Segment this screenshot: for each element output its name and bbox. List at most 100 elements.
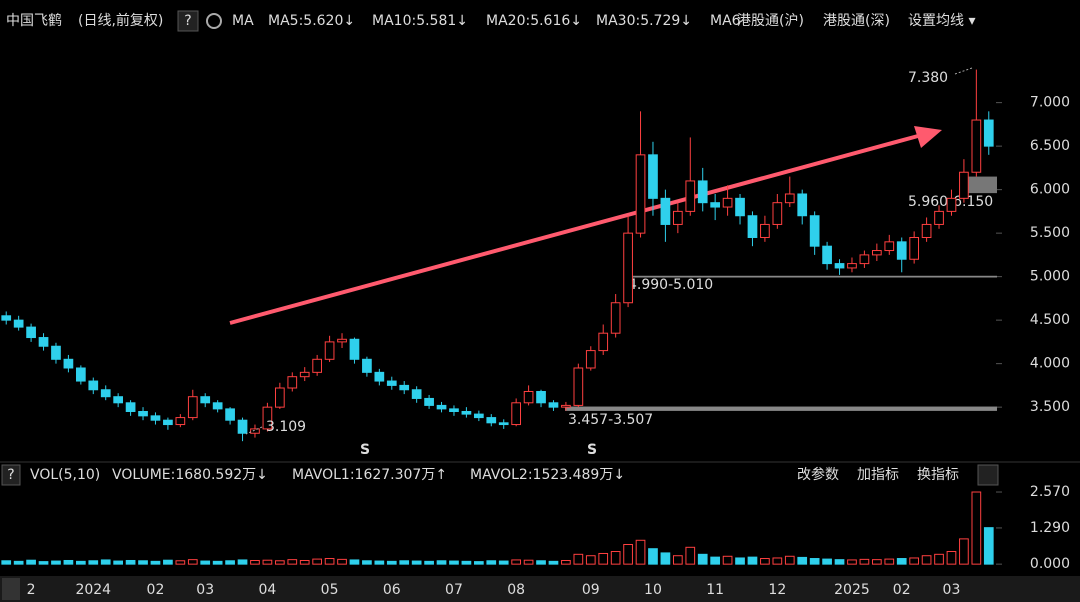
candle-body [896,241,907,260]
candle-body [212,402,223,410]
header-link[interactable]: 设置均线 ▾ [908,13,975,29]
volume-bar [548,560,559,565]
candle-body [971,119,982,173]
volume-bar [125,559,136,565]
candle-body [250,428,260,434]
volume-bar [760,558,770,565]
x-tick-label: 03 [943,582,961,598]
y-tick-label: 7.000 [1030,95,1070,111]
volume-bar [847,559,857,565]
volume-bar [498,560,509,565]
volume-bar [386,560,397,565]
vol-name: VOL(5,10) [30,467,100,483]
volume-bar [399,560,410,565]
candle-body [200,396,211,404]
candle-body [610,302,621,334]
volume-bar [511,559,522,565]
candle-body [847,263,857,269]
volume-bar [536,560,546,565]
volume-bar [523,559,534,565]
candle-body [287,376,298,389]
candle-body [959,171,969,199]
settings-icon[interactable] [206,13,222,29]
volume-bar [896,558,907,565]
y-tick-label: 4.000 [1030,356,1070,372]
volume-bar [486,560,497,565]
help: ? [184,13,191,29]
candle-body [150,415,161,421]
header-link[interactable]: 港股通(沪) [737,13,804,29]
volume-bar [26,559,36,565]
volume-bar [287,559,298,565]
candle-body [710,202,721,208]
volume-bar [809,558,820,565]
x-tick-label: 11 [706,582,724,598]
close-button[interactable] [977,464,999,486]
header-link[interactable]: 港股通(深) [823,13,890,29]
volume-bar [573,553,584,565]
volume-bar [63,559,74,565]
volume-bar [163,559,173,565]
candle-body [859,254,870,265]
volume-bar [934,553,944,565]
x-tick-label: 2025 [834,582,870,598]
volume-bar [735,557,745,565]
candle-body [113,396,124,404]
x-tick-label: 2 [27,582,36,598]
candle-body [585,350,596,369]
candle-body [561,404,571,408]
volume-bar [38,561,49,565]
candle-body [822,245,832,265]
mode: (日线,前复权) [78,12,163,29]
volume-bar [797,556,808,565]
volume-bar [436,560,447,565]
volume-bar [411,560,422,565]
candle-body [324,341,335,360]
ma-value: MA5:5.620↓ [268,13,355,29]
volume-bar [349,559,360,565]
price-band [565,406,997,411]
candle-body [125,402,136,412]
volume-bar [187,559,198,565]
volume-bar [660,552,671,565]
price-band [625,275,997,278]
volume-bar [685,546,696,565]
x-tick-label: 02 [893,582,911,598]
volume-bar [722,555,733,565]
indicator-button[interactable]: 加指标 [857,467,899,483]
candle-body [672,210,683,225]
candle-body [399,384,410,391]
volume-bar [312,558,323,565]
candle-body [411,389,422,399]
indicator-button[interactable]: 换指标 [917,466,959,483]
candle-body [237,419,248,434]
help-button[interactable] [1,464,21,486]
candle-body [747,215,758,238]
volume-bar [13,560,24,565]
volume-bar [561,559,571,565]
indicator-button[interactable]: 改参数 [797,466,839,483]
volume-bar [138,560,148,565]
scroll-left[interactable] [2,578,20,600]
volume-bar [859,558,870,565]
volume-bar [710,556,721,565]
candle-body [473,413,484,419]
x-tick-label: 04 [258,582,276,598]
x-tick-label: 10 [644,582,662,598]
candle-body [274,387,285,408]
ma-value: MA10:5.581↓ [372,13,468,29]
candle-body [548,402,559,408]
candle-body [63,358,74,369]
volume-bar [1,560,12,565]
candle-body [834,263,845,269]
help-button[interactable] [177,10,199,32]
candle-body [573,367,584,406]
volume-bar [672,555,683,565]
volume-bar [461,560,472,565]
candle-body [337,338,347,343]
volume-bar [225,560,235,565]
volume-bar [113,560,124,565]
volume-bar [585,555,596,565]
x-tick-label: 02 [147,582,165,598]
